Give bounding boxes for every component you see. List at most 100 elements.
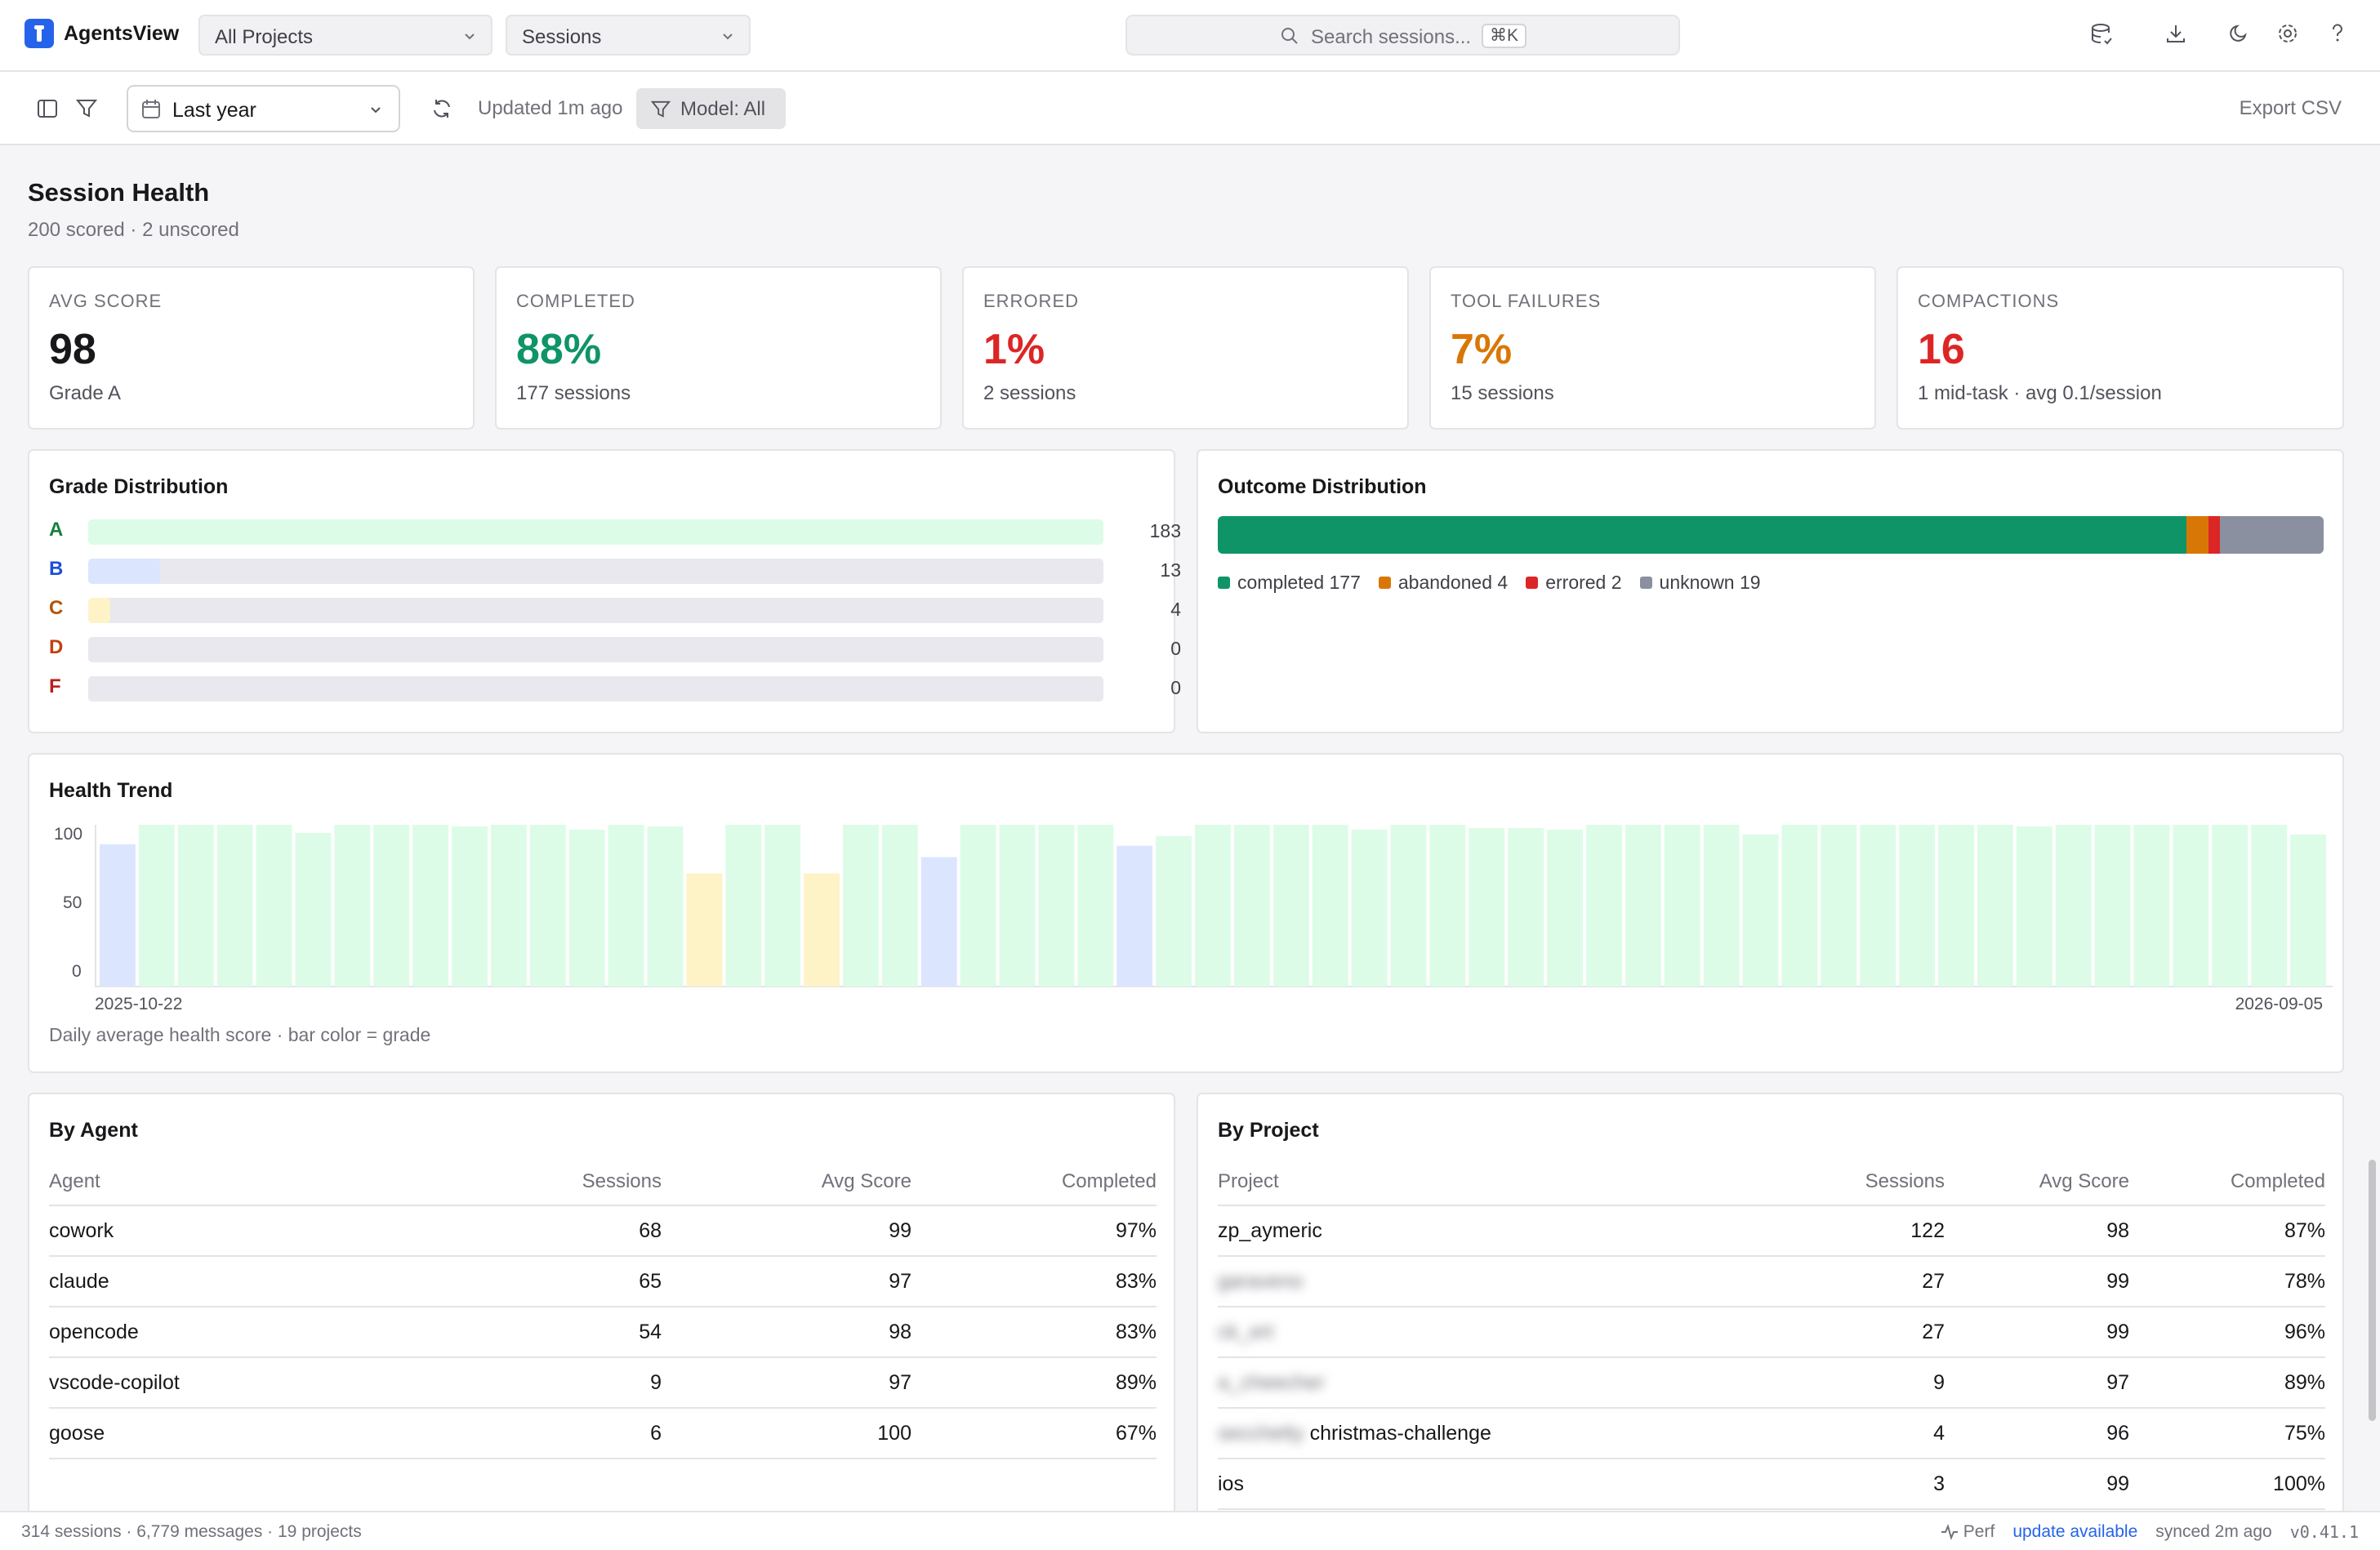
database-icon[interactable] bbox=[2091, 23, 2112, 46]
trend-bar[interactable] bbox=[100, 844, 136, 987]
trend-bar[interactable] bbox=[1195, 825, 1231, 987]
trend-bar[interactable] bbox=[1390, 825, 1427, 987]
trend-bar[interactable] bbox=[334, 825, 371, 987]
table-row[interactable]: garaveno 27 99 78% bbox=[1218, 1256, 2325, 1307]
trend-bar[interactable] bbox=[1233, 825, 1270, 987]
column-header[interactable]: Completed bbox=[2129, 1158, 2325, 1206]
trend-bar[interactable] bbox=[1586, 825, 1622, 987]
view-select-value: Sessions bbox=[522, 26, 602, 48]
trend-bar[interactable] bbox=[1077, 825, 1114, 987]
filter-icon[interactable] bbox=[76, 98, 97, 119]
table-row[interactable]: goose 6 100 67% bbox=[49, 1408, 1157, 1459]
export-csv-button[interactable]: Export CSV bbox=[2239, 97, 2342, 119]
model-filter-button[interactable]: Model: All bbox=[636, 88, 786, 129]
table-row[interactable]: cowork 68 99 97% bbox=[49, 1205, 1157, 1257]
trend-bar[interactable] bbox=[1272, 825, 1309, 987]
trend-bar[interactable] bbox=[2212, 825, 2249, 987]
trend-bar[interactable] bbox=[881, 825, 918, 987]
trend-bar[interactable] bbox=[1312, 825, 1348, 987]
trend-bar[interactable] bbox=[608, 825, 644, 987]
chevron-down-icon bbox=[720, 28, 736, 44]
legend-swatch bbox=[1218, 577, 1230, 589]
column-header[interactable]: Sessions bbox=[1789, 1158, 1945, 1206]
gear-icon[interactable] bbox=[2277, 23, 2298, 44]
trend-bar[interactable] bbox=[843, 825, 879, 987]
update-available-link[interactable]: update available bbox=[2012, 1522, 2138, 1541]
trend-bar[interactable] bbox=[647, 826, 684, 987]
column-header[interactable]: Completed bbox=[911, 1158, 1157, 1206]
trend-bar[interactable] bbox=[1351, 829, 1388, 987]
download-icon[interactable] bbox=[2165, 23, 2186, 44]
trend-bar[interactable] bbox=[452, 826, 488, 987]
column-header[interactable]: Sessions bbox=[474, 1158, 662, 1206]
project-select[interactable]: All Projects bbox=[198, 15, 492, 56]
trend-bar[interactable] bbox=[1860, 825, 1896, 987]
trend-bar[interactable] bbox=[138, 825, 175, 987]
table-row[interactable]: ck_ert 27 99 96% bbox=[1218, 1307, 2325, 1358]
trend-bar[interactable] bbox=[2094, 825, 2131, 987]
trend-bar[interactable] bbox=[412, 825, 449, 987]
moon-icon[interactable] bbox=[2228, 23, 2249, 44]
trend-bar[interactable] bbox=[256, 825, 292, 987]
trend-bar[interactable] bbox=[1469, 827, 1505, 987]
view-select[interactable]: Sessions bbox=[506, 15, 751, 56]
table-row[interactable]: vscode-copilot 9 97 89% bbox=[49, 1357, 1157, 1409]
date-range-select[interactable]: Last year bbox=[127, 85, 400, 132]
trend-bar[interactable] bbox=[1703, 825, 1740, 987]
version-label: v0.41.1 bbox=[2289, 1522, 2359, 1542]
sidebar-toggle-icon[interactable] bbox=[37, 98, 58, 119]
trend-bar[interactable] bbox=[1781, 825, 1818, 987]
trend-bar[interactable] bbox=[2016, 826, 2052, 987]
help-icon[interactable] bbox=[2329, 23, 2346, 44]
trend-bar[interactable] bbox=[2251, 825, 2288, 987]
table-row[interactable]: opencode 54 98 83% bbox=[49, 1307, 1157, 1358]
completed-cell: 75% bbox=[2129, 1408, 2325, 1459]
trend-bar[interactable] bbox=[2055, 825, 2092, 987]
trend-bar[interactable] bbox=[1429, 825, 1466, 987]
column-header[interactable]: Avg Score bbox=[662, 1158, 911, 1206]
trend-bar[interactable] bbox=[1899, 825, 1936, 987]
trend-bar[interactable] bbox=[568, 829, 605, 987]
table-row[interactable]: a_cheecher 9 97 89% bbox=[1218, 1357, 2325, 1409]
trend-bar[interactable] bbox=[1742, 834, 1779, 987]
table-row[interactable]: zp_aymeric 122 98 87% bbox=[1218, 1205, 2325, 1257]
trend-bar[interactable] bbox=[1664, 825, 1700, 987]
trend-bar[interactable] bbox=[1977, 825, 2013, 987]
trend-bar[interactable] bbox=[177, 825, 214, 987]
trend-bar[interactable] bbox=[490, 825, 527, 987]
trend-bar[interactable] bbox=[216, 825, 253, 987]
column-header[interactable]: Agent bbox=[49, 1158, 474, 1206]
trend-bar[interactable] bbox=[1821, 825, 1857, 987]
column-header[interactable]: Avg Score bbox=[1945, 1158, 2129, 1206]
trend-bar[interactable] bbox=[920, 857, 957, 987]
column-header[interactable]: Project bbox=[1218, 1158, 1789, 1206]
trend-bar[interactable] bbox=[764, 825, 801, 987]
trend-bar[interactable] bbox=[529, 825, 566, 987]
trend-bar[interactable] bbox=[960, 825, 996, 987]
trend-bar[interactable] bbox=[373, 825, 410, 987]
trend-bar[interactable] bbox=[2133, 825, 2170, 987]
trend-bar[interactable] bbox=[725, 825, 762, 987]
trend-bar[interactable] bbox=[295, 832, 332, 987]
trend-bar[interactable] bbox=[1547, 829, 1583, 987]
trend-bar[interactable] bbox=[1625, 825, 1661, 987]
table-row[interactable]: ios 3 99 100% bbox=[1218, 1459, 2325, 1510]
page-title: Session Health bbox=[28, 178, 210, 207]
trend-bar[interactable] bbox=[1938, 825, 1974, 987]
refresh-icon[interactable] bbox=[431, 98, 452, 119]
trend-bar[interactable] bbox=[686, 873, 723, 987]
search-input[interactable]: Search sessions... ⌘K bbox=[1125, 15, 1680, 56]
table-row[interactable]: secchetty christmas-challenge 4 96 75% bbox=[1218, 1408, 2325, 1459]
trend-bar[interactable] bbox=[1508, 827, 1544, 987]
trend-bar[interactable] bbox=[1116, 845, 1153, 987]
table-row[interactable]: claude 65 97 83% bbox=[49, 1256, 1157, 1307]
trend-bar[interactable] bbox=[1156, 835, 1192, 987]
trend-bar[interactable] bbox=[2173, 825, 2209, 987]
trend-bar[interactable] bbox=[999, 825, 1036, 987]
trend-bar[interactable] bbox=[804, 873, 840, 987]
perf-button[interactable]: Perf bbox=[1941, 1522, 1994, 1542]
page-scrollbar[interactable] bbox=[2369, 1160, 2376, 1421]
trend-bar[interactable] bbox=[1038, 825, 1075, 987]
trend-bar[interactable] bbox=[2290, 834, 2326, 987]
avg-score-cell: 99 bbox=[662, 1205, 911, 1257]
